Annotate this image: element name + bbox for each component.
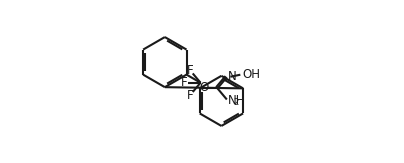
Text: 2: 2 <box>234 98 239 107</box>
Text: F: F <box>187 89 194 102</box>
Text: NH: NH <box>227 94 245 107</box>
Text: F: F <box>187 64 194 77</box>
Text: O: O <box>199 81 208 94</box>
Text: N: N <box>228 70 237 83</box>
Text: OH: OH <box>243 68 261 81</box>
Text: F: F <box>181 76 188 89</box>
